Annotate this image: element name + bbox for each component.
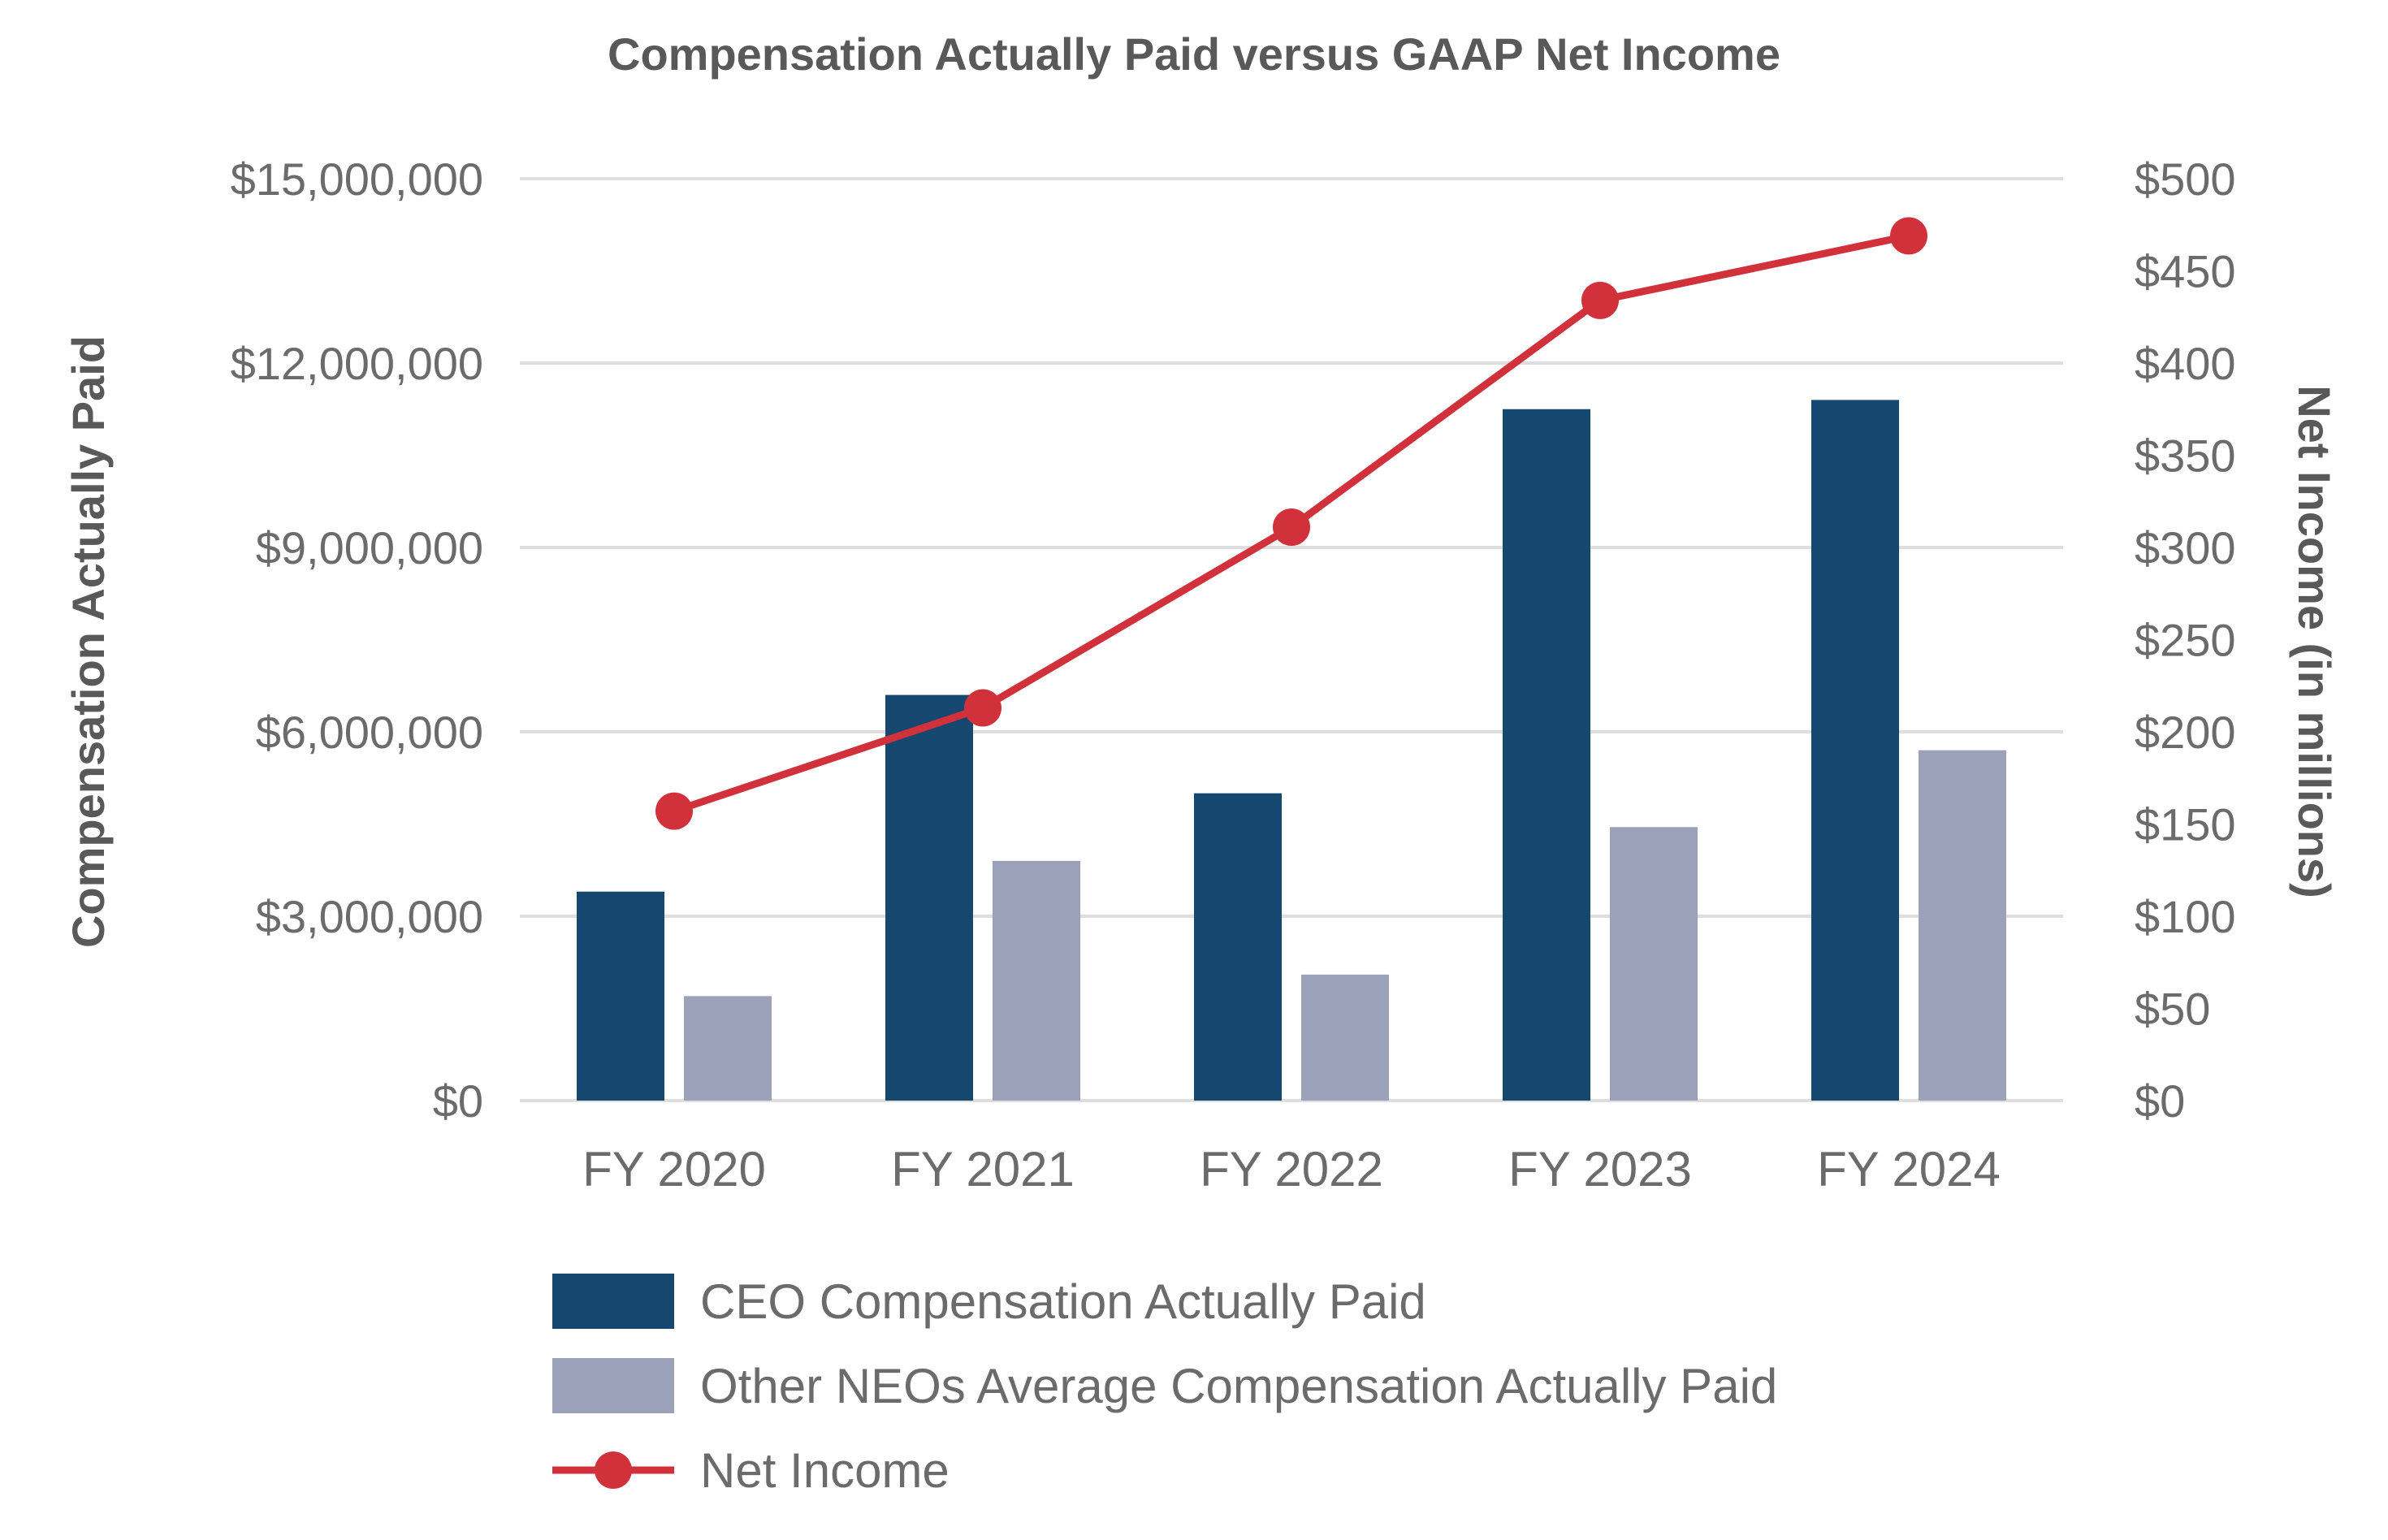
y-tick-label: $6,000,000: [256, 707, 483, 758]
y-tick-label: $15,000,000: [231, 154, 483, 205]
ceo-bar: [577, 891, 664, 1101]
y-tick-label: $9,000,000: [256, 522, 483, 573]
legend: CEO Compensation Actually Paid Other NEOs…: [552, 1274, 1777, 1498]
y-tick-label: $3,000,000: [256, 891, 483, 942]
neo-bar: [1919, 750, 2006, 1101]
y2-tick-label: $400: [2135, 338, 2236, 389]
y2-tick-label: $350: [2135, 430, 2236, 482]
legend-label: Net Income: [700, 1443, 950, 1498]
net-income-point: [964, 689, 1001, 727]
gridlines: [520, 177, 2063, 1102]
y2-axis-title: Net Income (in millions): [2289, 385, 2340, 898]
legend-marker: [595, 1451, 632, 1489]
legend-label: Other NEOs Average Compensation Actually…: [700, 1359, 1777, 1413]
y2-tick-label: $300: [2135, 522, 2236, 573]
neo-bar: [684, 996, 772, 1101]
x-tick-label: FY 2020: [582, 1142, 766, 1196]
ceo-bar: [885, 694, 973, 1101]
y-tick-label: $12,000,000: [231, 338, 483, 389]
y-axis-title: Compensation Actually Paid: [63, 335, 114, 948]
y2-tick-label: $500: [2135, 154, 2236, 205]
x-tick-label: FY 2022: [1200, 1142, 1383, 1196]
bars: [577, 400, 2006, 1101]
ceo-bar: [1503, 409, 1590, 1101]
neo-bar: [1301, 974, 1389, 1101]
y2-tick-label: $150: [2135, 799, 2236, 850]
legend-swatch: [552, 1358, 674, 1413]
legend-swatch: [552, 1274, 674, 1329]
y2-tick-label: $50: [2135, 984, 2210, 1035]
y2-tick-label: $450: [2135, 246, 2236, 297]
x-tick-label: FY 2021: [891, 1142, 1075, 1196]
y2-tick-label: $100: [2135, 891, 2236, 942]
neo-bar: [1610, 827, 1698, 1101]
y-tick-label: $0: [433, 1075, 483, 1127]
net-income-point: [655, 792, 693, 830]
x-tick-label: FY 2024: [1817, 1142, 2001, 1196]
net-income-point: [1890, 217, 1927, 255]
net-income-line: [655, 217, 1927, 830]
x-tick-label: FY 2023: [1508, 1142, 1692, 1196]
chart-title: Compensation Actually Paid versus GAAP N…: [608, 28, 1780, 80]
net-income-point: [1273, 508, 1310, 547]
ceo-bar: [1194, 793, 1282, 1101]
neo-bar: [993, 860, 1080, 1101]
x-axis-ticks: FY 2020 FY 2021 FY 2022 FY 2023 FY 2024: [582, 1142, 2001, 1196]
y2-tick-label: $250: [2135, 615, 2236, 666]
y2-tick-label: $0: [2135, 1075, 2185, 1127]
net-income-point: [1581, 281, 1619, 319]
y-axis-ticks: $0 $3,000,000 $6,000,000 $9,000,000 $12,000,…: [231, 154, 483, 1127]
y2-tick-label: $200: [2135, 707, 2236, 758]
legend-label: CEO Compensation Actually Paid: [700, 1274, 1426, 1329]
y2-axis-ticks: $0 $50 $100 $150 $200 $250 $300 $350 $400 $450 $50…: [2135, 154, 2236, 1127]
ceo-bar: [1811, 400, 1899, 1101]
